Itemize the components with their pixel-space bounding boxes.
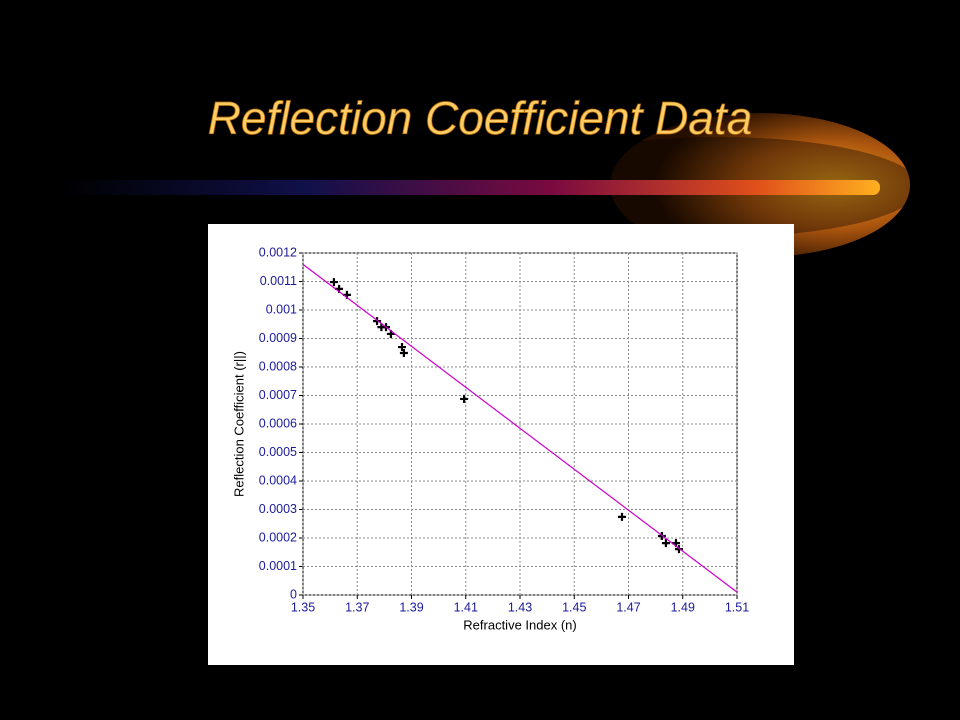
y-tick-label: 0.001 [266, 302, 297, 316]
x-tick-label: 1.39 [399, 600, 423, 614]
y-tick-label: 0.0012 [259, 245, 297, 259]
x-tick-label: 1.51 [725, 600, 749, 614]
data-point [329, 278, 338, 287]
data-point [617, 512, 626, 521]
y-tick-label: 0.0009 [259, 331, 297, 345]
y-tick-label: 0.0006 [259, 416, 297, 430]
data-point [460, 394, 469, 403]
data-point [398, 343, 407, 352]
beam [60, 180, 880, 195]
fit-line [302, 263, 738, 593]
y-tick-label: 0.0007 [259, 388, 297, 402]
x-tick-label: 1.37 [345, 600, 369, 614]
x-tick-label: 1.35 [291, 600, 315, 614]
x-tick-label: 1.47 [616, 600, 640, 614]
y-tick-label: 0.0004 [259, 473, 297, 487]
y-tick-label: 0.0002 [259, 530, 297, 544]
y-tick-label: 0.0011 [260, 274, 297, 288]
y-axis-label: Reflection Coefficient (r||) [231, 351, 246, 497]
x-tick-label: 1.43 [508, 600, 532, 614]
x-tick-label: 1.45 [562, 600, 586, 614]
y-tick-label: 0.0008 [259, 359, 297, 373]
y-tick-label: 0 [290, 587, 297, 601]
data-point [674, 545, 683, 554]
y-tick-label: 0.0001 [259, 559, 297, 573]
data-point [399, 349, 408, 358]
slide-title: Reflection Coefficient Data [208, 92, 753, 144]
chart-background [208, 224, 794, 665]
x-tick-label: 1.41 [454, 600, 478, 614]
y-tick-label: 0.0003 [259, 502, 297, 516]
data-point [661, 539, 670, 548]
x-axis-label: Refractive Index (n) [463, 617, 576, 632]
y-tick-label: 0.0005 [259, 445, 297, 459]
x-tick-label: 1.49 [671, 600, 695, 614]
data-point [373, 317, 382, 326]
